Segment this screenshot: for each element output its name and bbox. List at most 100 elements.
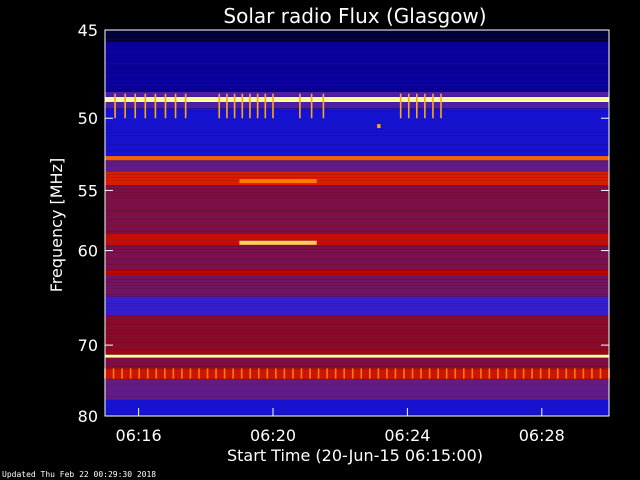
burst-spike	[164, 368, 166, 379]
burst-spike	[556, 368, 559, 379]
texture-line	[105, 117, 609, 118]
burst-spike	[399, 93, 402, 119]
frequency-band	[105, 354, 609, 358]
burst-spike	[462, 368, 465, 379]
y-tick-label: 60	[78, 242, 98, 261]
frequency-band	[105, 102, 609, 109]
x-axis-label: Start Time (20-Jun-15 06:15:00)	[227, 446, 483, 465]
burst-spike	[164, 93, 167, 119]
texture-line	[105, 111, 609, 112]
texture-line	[105, 384, 609, 385]
texture-line	[105, 279, 609, 280]
burst-spike	[591, 368, 593, 379]
texture-line	[105, 381, 609, 382]
texture-line	[105, 162, 609, 163]
frequency-band	[105, 245, 609, 270]
texture-line	[105, 348, 609, 349]
burst-spike	[309, 368, 311, 379]
texture-line	[105, 216, 609, 217]
texture-line	[105, 231, 609, 232]
texture-line	[105, 144, 609, 145]
burst-spike	[172, 368, 175, 379]
texture-line	[105, 360, 609, 361]
texture-line	[105, 294, 609, 295]
texture-line	[105, 375, 609, 376]
texture-line	[105, 78, 609, 79]
burst-spike	[407, 93, 410, 119]
texture-line	[105, 363, 609, 364]
texture-line	[105, 147, 609, 148]
texture-line	[105, 39, 609, 40]
texture-line	[105, 141, 609, 142]
burst-spike	[198, 368, 200, 379]
texture-line	[105, 240, 609, 241]
texture-line	[105, 102, 609, 103]
burst-spike	[394, 368, 397, 379]
burst-spike	[420, 368, 422, 379]
texture-line	[105, 321, 609, 322]
burst-spike	[411, 368, 414, 379]
burst-spike	[240, 368, 243, 379]
texture-line	[105, 48, 609, 49]
frequency-band	[105, 296, 609, 316]
texture-line	[105, 387, 609, 388]
texture-line	[105, 396, 609, 397]
burst-spike	[424, 93, 426, 119]
texture-line	[105, 267, 609, 268]
texture-line	[105, 276, 609, 277]
y-tick-label: 80	[78, 407, 98, 426]
burst-spike	[326, 368, 328, 379]
texture-line	[105, 246, 609, 247]
texture-line	[105, 255, 609, 256]
plot-frame	[104, 29, 610, 417]
texture-line	[105, 252, 609, 253]
burst-spike	[522, 368, 525, 379]
burst-spike	[574, 368, 576, 379]
burst-spike	[582, 368, 585, 379]
burst-spike	[292, 368, 294, 379]
burst-spike	[257, 368, 260, 379]
texture-line	[105, 345, 609, 346]
texture-line	[105, 69, 609, 70]
texture-line	[105, 366, 609, 367]
burst-spike	[114, 93, 116, 119]
texture-line	[105, 225, 609, 226]
x-tick-label: 06:20	[250, 426, 296, 445]
texture-line	[105, 333, 609, 334]
burst-spike	[377, 368, 380, 379]
burst-spike	[514, 368, 516, 379]
burst-spike	[299, 93, 301, 119]
burst-spike	[146, 368, 149, 379]
texture-line	[105, 339, 609, 340]
texture-line	[105, 84, 609, 85]
texture-line	[105, 303, 609, 304]
texture-line	[105, 237, 609, 238]
texture-line	[105, 228, 609, 229]
radio-burst	[377, 124, 381, 129]
texture-line	[105, 291, 609, 292]
texture-line	[105, 108, 609, 109]
x-tick-label: 06:16	[116, 426, 162, 445]
texture-line	[105, 120, 609, 121]
texture-line	[105, 189, 609, 190]
x-tick-label: 06:28	[519, 426, 565, 445]
texture-line	[105, 213, 609, 214]
texture-line	[105, 45, 609, 46]
texture-line	[105, 219, 609, 220]
texture-line	[105, 195, 609, 196]
texture-line	[105, 270, 609, 271]
burst-spike	[134, 93, 137, 119]
burst-spike	[241, 93, 244, 119]
texture-line	[105, 372, 609, 373]
noise-texture	[105, 30, 609, 415]
texture-line	[105, 207, 609, 208]
texture-line	[105, 129, 609, 130]
texture-line	[105, 324, 609, 325]
burst-spike	[300, 368, 303, 379]
burst-spike	[189, 368, 192, 379]
burst-spike	[369, 368, 371, 379]
burst-spike	[283, 368, 286, 379]
burst-spike	[445, 368, 448, 379]
axes: 45 50 55 60 70 80 06:16 06:20 06:24 06:28	[78, 21, 610, 445]
texture-line	[105, 51, 609, 52]
